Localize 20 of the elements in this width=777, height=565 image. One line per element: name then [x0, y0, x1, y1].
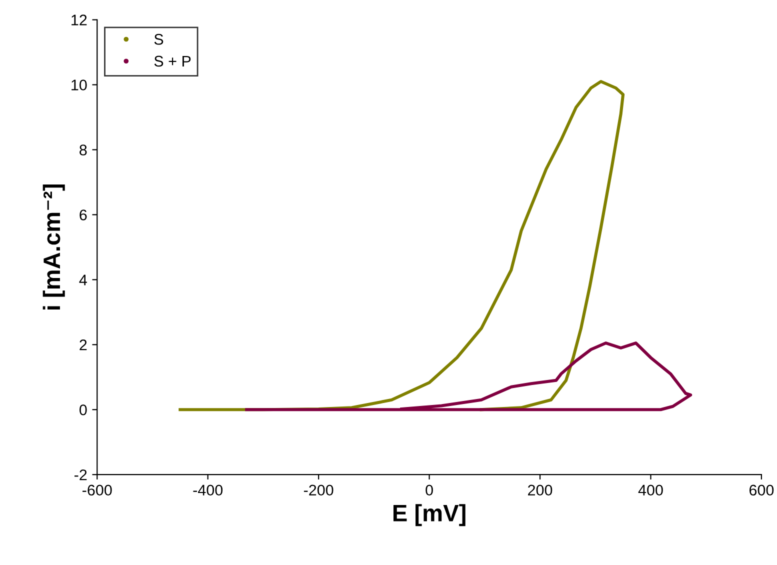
y-tick-label: 0 [80, 404, 87, 416]
x-tick-label: 200 [528, 484, 552, 496]
y-tick-label: 2 [80, 340, 87, 350]
legend-label: S + P [154, 56, 191, 67]
x-tick-label: 600 [749, 484, 774, 496]
x-tick-label: -600 [82, 484, 112, 496]
x-axis-title: E [mV] [393, 504, 466, 526]
x-tick-label: -400 [193, 484, 223, 496]
x-tick-label: 400 [638, 484, 663, 496]
y-tick-label: 4 [79, 274, 87, 286]
y-tick-label: 8 [80, 144, 87, 156]
line-series [245, 341, 692, 412]
y-axis-title: i [mA.cm⁻²] [42, 184, 65, 310]
x-tick-label: -200 [304, 484, 334, 496]
y-tick-label: 12 [72, 14, 87, 26]
x-tick-label: 0 [426, 484, 433, 496]
legend-label: S [154, 34, 164, 45]
y-tick-label: 10 [72, 80, 87, 90]
y-tick-label: -2 [74, 469, 87, 480]
y-tick-label: 6 [80, 210, 87, 220]
